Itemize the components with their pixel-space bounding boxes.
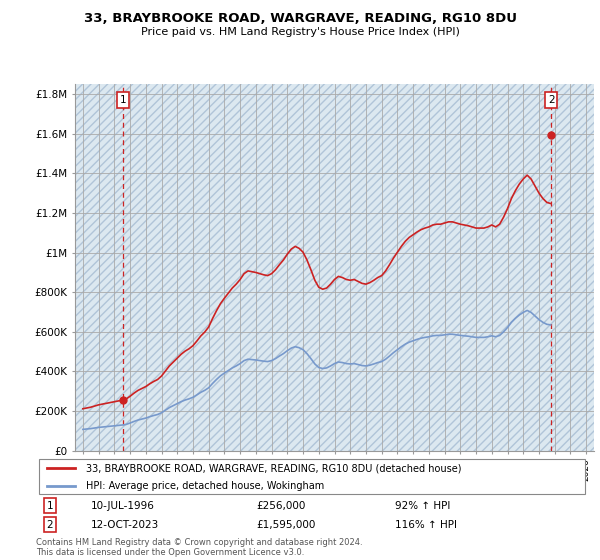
- Text: 1: 1: [46, 501, 53, 511]
- Text: 12-OCT-2023: 12-OCT-2023: [91, 520, 160, 530]
- Text: Price paid vs. HM Land Registry's House Price Index (HPI): Price paid vs. HM Land Registry's House …: [140, 27, 460, 37]
- Text: 33, BRAYBROOKE ROAD, WARGRAVE, READING, RG10 8DU (detached house): 33, BRAYBROOKE ROAD, WARGRAVE, READING, …: [86, 463, 461, 473]
- Text: Contains HM Land Registry data © Crown copyright and database right 2024.
This d: Contains HM Land Registry data © Crown c…: [36, 538, 362, 557]
- FancyBboxPatch shape: [39, 459, 585, 494]
- Text: 10-JUL-1996: 10-JUL-1996: [91, 501, 155, 511]
- Text: £1,595,000: £1,595,000: [257, 520, 316, 530]
- Text: HPI: Average price, detached house, Wokingham: HPI: Average price, detached house, Woki…: [86, 481, 324, 491]
- Text: 1: 1: [119, 95, 126, 105]
- Text: 116% ↑ HPI: 116% ↑ HPI: [395, 520, 457, 530]
- Text: 2: 2: [46, 520, 53, 530]
- Text: £256,000: £256,000: [257, 501, 306, 511]
- Text: 33, BRAYBROOKE ROAD, WARGRAVE, READING, RG10 8DU: 33, BRAYBROOKE ROAD, WARGRAVE, READING, …: [83, 12, 517, 25]
- Text: 2: 2: [548, 95, 554, 105]
- Text: 92% ↑ HPI: 92% ↑ HPI: [395, 501, 450, 511]
